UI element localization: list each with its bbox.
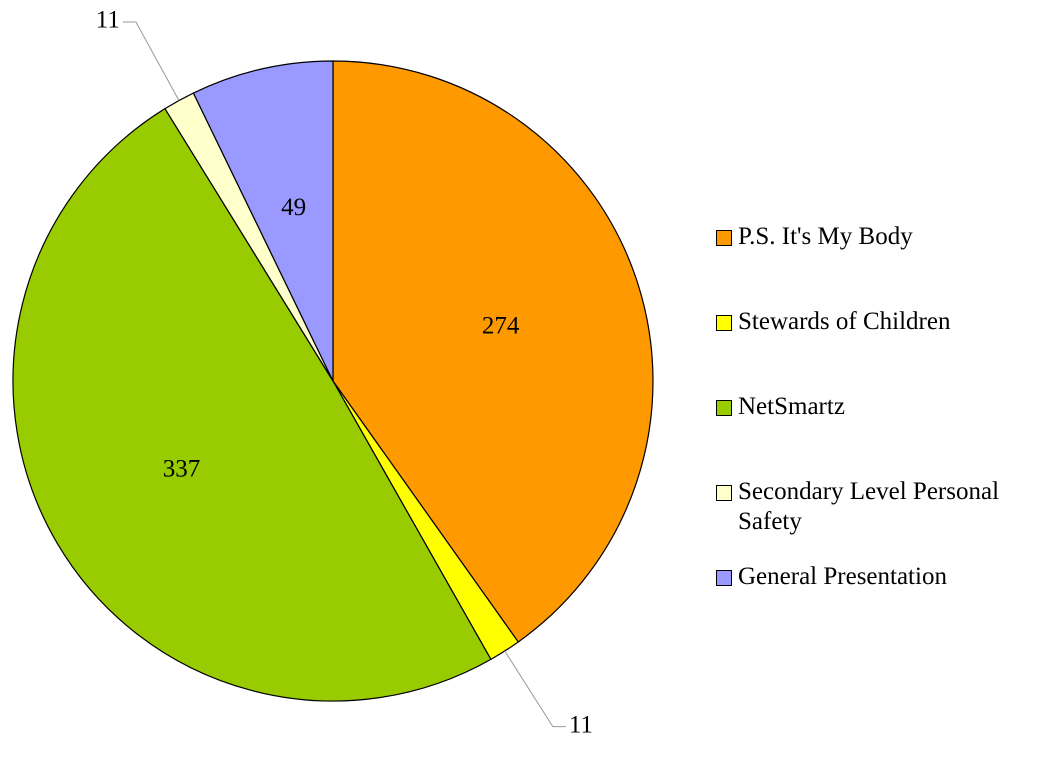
- legend-item: NetSmartz: [716, 392, 1052, 477]
- legend-item: Stewards of Children: [716, 307, 1052, 392]
- leader-line: [504, 650, 566, 728]
- legend-swatch: [716, 315, 732, 331]
- data-label: 11: [96, 7, 120, 34]
- legend-item: General Presentation: [716, 562, 1052, 647]
- legend-swatch: [716, 485, 732, 501]
- data-label: 274: [482, 312, 520, 339]
- legend-label: P.S. It's My Body: [738, 223, 913, 250]
- pie-slice: [332, 60, 654, 643]
- pie-slice: [12, 107, 492, 702]
- legend-label: Secondary Level Personal Safety: [738, 478, 1000, 535]
- legend-swatch: [716, 570, 732, 586]
- leader-line: [122, 21, 180, 101]
- data-label: 49: [281, 194, 306, 221]
- legend-label: NetSmartz: [738, 393, 845, 420]
- pie-slice: [192, 60, 334, 382]
- legend-item: P.S. It's My Body: [716, 222, 1052, 307]
- legend: P.S. It's My Body Stewards of Children Net…: [716, 222, 1052, 647]
- legend-item: Secondary Level Personal Safety: [716, 477, 1052, 562]
- legend-label: Stewards of Children: [738, 308, 951, 335]
- legend-label: General Presentation: [738, 563, 947, 590]
- legend-swatch: [716, 400, 732, 416]
- legend-swatch: [716, 230, 732, 246]
- data-label: 11: [569, 711, 593, 738]
- data-label: 337: [163, 455, 201, 482]
